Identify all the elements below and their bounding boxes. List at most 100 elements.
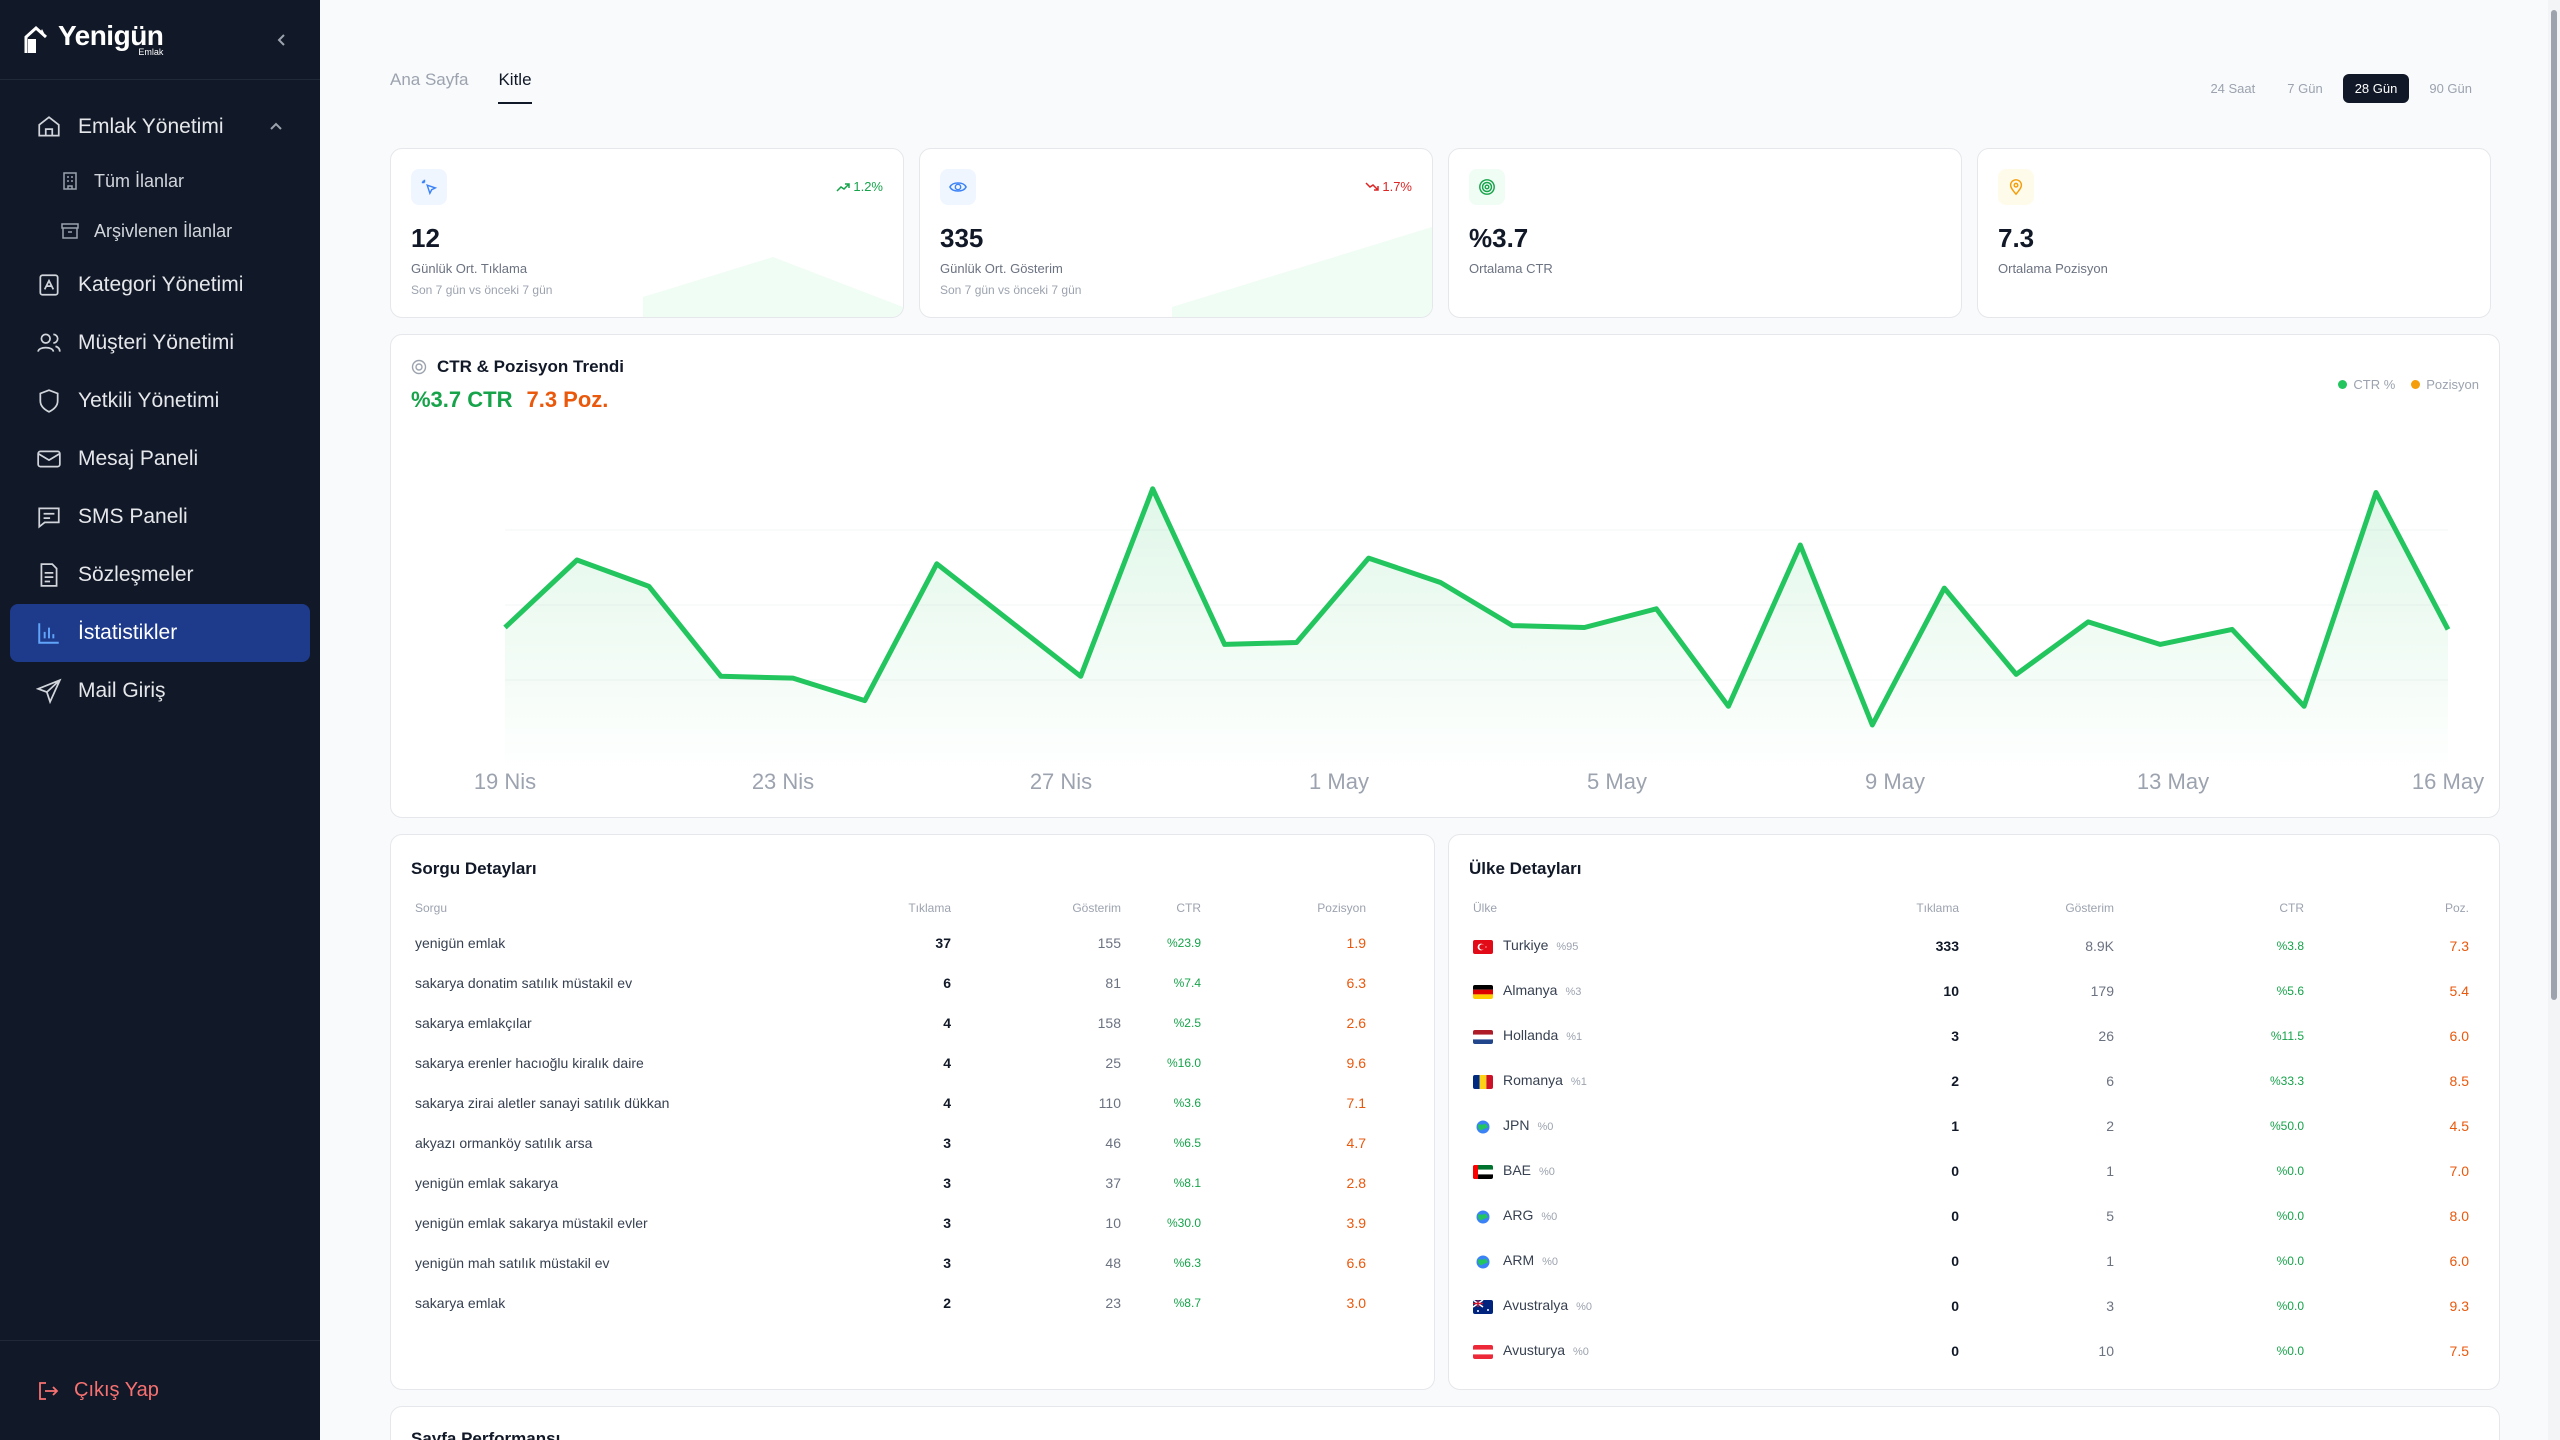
tab-ana-sayfa[interactable]: Ana Sayfa [390,70,469,89]
column-header[interactable]: Gösterim [1072,901,1121,915]
table-row[interactable]: Turkiye %95 333 8.9K %3.8 7.3 [1469,923,2469,968]
table-row[interactable]: yenigün emlak sakarya 3 37 %8.1 2.8 [411,1163,1366,1203]
country-cell: Hollanda %1 [1469,1013,1799,1058]
sidebar-item-mesaj-paneli[interactable]: Mesaj Paneli [10,430,310,488]
chart-bar-icon [36,620,62,646]
clicks-cell: 0 [1951,1297,1959,1314]
scrollbar-thumb[interactable] [2551,10,2557,1000]
table-row[interactable]: sakarya erenler hacıoğlu kiralık daire 4 2… [411,1043,1366,1083]
table-row[interactable]: Avustralya %0 0 3 %0.0 9.3 [1469,1283,2469,1328]
sidebar-subitem-tum-ilanlar[interactable]: Tüm İlanlar [0,156,320,206]
page-scrollbar[interactable] [2548,0,2560,1440]
sidebar-item-mail-giris[interactable]: Mail Giriş [10,662,310,720]
sidebar-item-istatistikler[interactable]: İstatistikler [10,604,310,662]
position-cell: 6.3 [1346,975,1366,991]
table-row[interactable]: sakarya donatim satılık müstakil ev 6 81 %7… [411,963,1366,1003]
column-header[interactable]: Tıklama [1916,901,1959,915]
table-row[interactable]: akyazı ormanköy satılık arsa 3 46 %6.5 4.7 [411,1123,1366,1163]
building-icon [60,171,80,191]
sidebar-subitem-arsivlenen-ilanlar[interactable]: Arşivlenen İlanlar [0,206,320,256]
impressions-cell: 3 [2106,1297,2114,1314]
clicks-cell: 0 [1951,1252,1959,1269]
table-row[interactable]: yenigün emlak 37 155 %23.9 1.9 [411,923,1366,963]
column-header[interactable]: Gösterim [2065,901,2114,915]
table-row[interactable]: sakarya emlak 2 23 %8.7 3.0 [411,1283,1366,1323]
column-header[interactable]: Tıklama [908,901,951,915]
brand-logo[interactable]: Yenigün Emlak [24,22,164,57]
ctr-cell: %6.3 [1173,1256,1201,1270]
stat-value: %3.7 [1469,223,1529,253]
column-header[interactable]: Sorgu [415,901,448,915]
map-pin-icon [1998,169,2034,205]
sparkline-decoration [643,257,903,317]
impressions-cell: 2 [2106,1117,2114,1134]
column-header[interactable]: Pozisyon [1317,901,1366,915]
sidebar-item-sms-paneli[interactable]: SMS Paneli [10,488,310,546]
chart-legend: CTR % Pozisyon [2338,377,2479,392]
clicks-cell: 333 [1935,937,1959,954]
stat-value: 335 [940,223,984,253]
collapse-sidebar-button[interactable] [270,28,294,52]
table-row[interactable]: Almanya %3 10 179 %5.6 5.4 [1469,968,2469,1013]
ctr-cell: %8.7 [1173,1296,1201,1310]
table-row[interactable]: yenigün mah satılık müstakil ev 3 48 %6.3 6.… [411,1243,1366,1283]
column-header[interactable]: CTR [1176,901,1201,915]
column-header[interactable]: Ülke [1473,901,1498,915]
position-cell: 2.6 [1346,1015,1366,1031]
table-row[interactable]: sakarya emlakçılar 4 158 %2.5 2.6 [411,1003,1366,1043]
stat-card-ctr: %3.7 Ortalama CTR [1448,148,1962,318]
impressions-cell: 48 [1105,1255,1121,1271]
table-row[interactable]: sakarya zirai aletler sanayi satılık dük… [411,1083,1366,1123]
table-row[interactable]: yenigün emlak sakarya müstakil evler 3 10%… [411,1203,1366,1243]
range-24-saat[interactable]: 24 Saat [2210,81,2256,96]
table-row[interactable]: BAE %0 0 1 %0.0 7.0 [1469,1148,2469,1193]
table-row[interactable]: Romanya %1 2 6 %33.3 8.5 [1469,1058,2469,1103]
position-cell: 8.5 [2449,1072,2469,1089]
clicks-cell: 2 [943,1295,951,1311]
impressions-cell: 46 [1105,1135,1121,1151]
range-7-gun[interactable]: 7 Gün [2287,81,2323,96]
globe-icon [1473,1210,1493,1224]
chart-summary-ctr: %3.7 CTR [411,387,513,412]
table-row[interactable]: Hollanda %1 3 26 %11.5 6.0 [1469,1013,2469,1058]
ctr-cell: %7.4 [1173,976,1201,990]
sidebar-item-yetkili-yonetimi[interactable]: Yetkili Yönetimi [10,372,310,430]
country-share: %0 [1576,1301,1593,1314]
column-header[interactable]: CTR [2279,901,2304,915]
legend-item-ctr[interactable]: CTR % [2338,377,2395,392]
home-icon [36,114,62,140]
logo-row: Yenigün Emlak [0,0,320,80]
table-row[interactable]: Avusturya %0 0 10 %0.0 7.5 [1469,1328,2469,1373]
impressions-cell: 1 [2106,1252,2114,1269]
position-cell: 9.6 [1346,1055,1366,1071]
sidebar-item-musteri-yonetimi[interactable]: Müşteri Yönetimi [10,314,310,372]
table-row[interactable]: JPN %0 1 2 %50.0 4.5 [1469,1103,2469,1148]
country-share: %0 [1539,1166,1555,1179]
stat-label: Ortalama Pozisyon [1998,261,2108,276]
stat-label: Ortalama CTR [1469,261,1553,276]
range-28-gun[interactable]: 28 Gün [2342,74,2410,103]
stat-sub: Son 7 gün vs önceki 7 gün [411,283,553,297]
table-row[interactable]: ARM %0 0 1 %0.0 6.0 [1469,1238,2469,1283]
stat-delta-value: 1.2% [853,179,883,194]
query-cell: sakarya zirai aletler sanayi satılık dük… [415,1095,670,1111]
column-header[interactable]: Poz. [2444,901,2469,915]
query-cell: akyazı ormanköy satılık arsa [415,1135,593,1151]
sidebar-item-label: Mesaj Paneli [78,447,199,470]
sidebar-item-sozlesmeler[interactable]: Sözleşmeler [10,546,310,604]
position-cell: 7.5 [2449,1342,2469,1359]
ctr-cell: %50.0 [2269,1118,2304,1133]
cursor-click-icon [411,169,447,205]
country-name: BAE [1503,1162,1532,1179]
tab-kitle[interactable]: Kitle [498,70,532,104]
sidebar-item-kategori-yonetimi[interactable]: Kategori Yönetimi [10,256,310,314]
logout-button[interactable]: Çıkış Yap [0,1340,320,1440]
legend-item-position[interactable]: Pozisyon [2411,377,2479,392]
range-90-gun[interactable]: 90 Gün [2429,81,2472,96]
table-row[interactable]: ARG %0 0 5 %0.0 8.0 [1469,1193,2469,1238]
country-details-card: Ülke Detayları Ülke Tıklama Gösterim CTR… [1448,834,2500,1390]
country-name: Turkiye [1503,937,1549,954]
ctr-cell: %5.6 [2276,983,2304,998]
position-cell: 6.0 [2449,1027,2469,1044]
sidebar-item-emlak-yonetimi[interactable]: Emlak Yönetimi [10,98,310,156]
